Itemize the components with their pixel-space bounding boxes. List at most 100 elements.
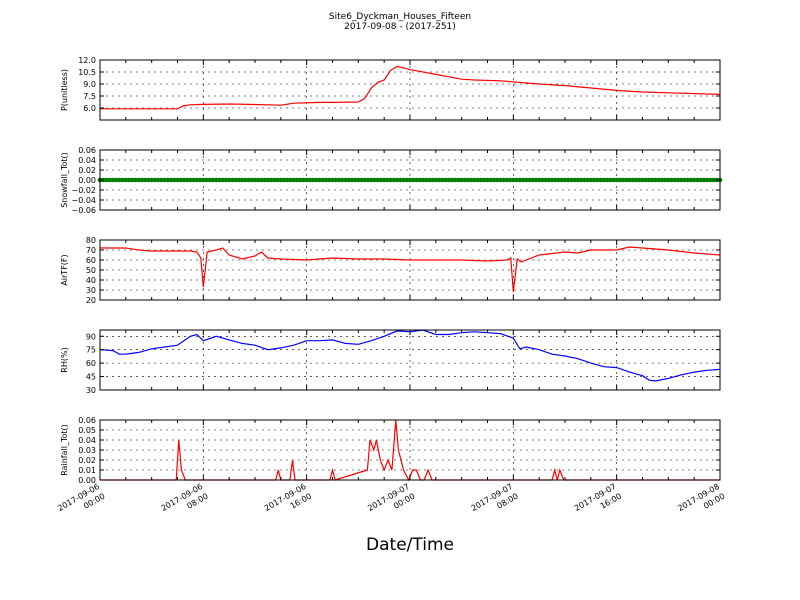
snowfall-point	[310, 177, 316, 183]
snowfall-point	[420, 177, 426, 183]
y-tick-label: 0.02	[78, 456, 96, 465]
snowfall-point	[633, 177, 639, 183]
snowfall-point	[368, 177, 374, 183]
y-tick-label: 60	[86, 359, 96, 368]
snowfall-point	[117, 177, 122, 183]
y-tick-label: 12.0	[78, 56, 96, 65]
snowfall-point	[614, 177, 619, 183]
snowfall-point	[201, 177, 206, 183]
y-tick-label: 20	[86, 296, 96, 305]
snowfall-point	[352, 177, 358, 183]
snowfall-point	[646, 177, 652, 183]
snowfall-point	[607, 177, 613, 183]
snowfall-point	[326, 177, 332, 183]
snowfall-point	[410, 177, 416, 183]
snowfall-point	[136, 177, 142, 183]
x-axis-label: Date/Time	[366, 535, 454, 555]
y-tick-label: 0.04	[78, 156, 96, 165]
snowfall-point	[178, 177, 184, 183]
snowfall-point	[288, 177, 293, 183]
y-tick-label: 80	[86, 236, 96, 245]
figure-subtitle: 2017-09-08 - (2017-251)	[344, 22, 456, 32]
snowfall-point	[249, 177, 255, 183]
y-tick-label: −0.06	[71, 206, 96, 215]
snowfall-point	[301, 177, 306, 183]
snowfall-point	[391, 177, 397, 183]
snowfall-point	[110, 177, 116, 183]
snowfall-point	[414, 177, 419, 183]
snowfall-point	[362, 177, 368, 183]
snowfall-point	[688, 177, 694, 183]
snowfall-point	[165, 177, 171, 183]
snowfall-point	[520, 177, 526, 183]
snowfall-point	[459, 177, 464, 183]
panel-1: 6.0 7.5 9.0 10.5 12.0 P(unitless)	[60, 56, 721, 121]
snowfall-point	[675, 177, 681, 183]
snowfall-point	[378, 177, 384, 183]
snowfall-point	[210, 177, 216, 183]
snowfall-point	[217, 177, 222, 183]
snowfall-point	[611, 177, 616, 183]
y-tick-label: −0.04	[71, 196, 96, 205]
snowfall-point	[281, 177, 287, 183]
snowfall-point	[171, 177, 177, 183]
snowfall-point	[540, 177, 545, 183]
snowfall-point	[427, 177, 432, 183]
panels: 6.0 7.5 9.0 10.5 12.0 P(unitless) −0.06−0.04−0…	[60, 56, 723, 485]
snowfall-point	[223, 177, 229, 183]
snowfall-point	[356, 177, 361, 183]
snowfall-point	[498, 177, 503, 183]
snowfall-point	[517, 177, 523, 183]
snowfall-point	[233, 177, 238, 183]
snowfall-point	[649, 177, 655, 183]
snowfall-point	[213, 177, 219, 183]
snowfall-point	[394, 177, 400, 183]
y-tick-label: 9.0	[83, 80, 96, 89]
snowfall-point	[336, 177, 342, 183]
snowfall-point	[275, 177, 280, 183]
snowfall-point	[297, 177, 303, 183]
snowfall-point	[407, 177, 413, 183]
snowfall-point	[585, 177, 590, 183]
snowfall-point	[698, 177, 703, 183]
y-tick-label: 50	[86, 266, 96, 275]
snowfall-point	[152, 177, 158, 183]
figure-title: Site6_Dyckman_Houses_Fifteen	[329, 12, 471, 22]
y-tick-label: 0.02	[78, 166, 96, 175]
y-tick-label: 60	[86, 256, 96, 265]
snowfall-point	[139, 177, 145, 183]
snowfall-point	[666, 177, 671, 183]
snowfall-point	[627, 177, 632, 183]
y-axis-label: AirTF(F)	[60, 254, 69, 285]
snowfall-point	[678, 177, 684, 183]
y-tick-label: 10.5	[78, 68, 96, 77]
snowfall-point	[262, 177, 267, 183]
snowfall-point	[691, 177, 697, 183]
snowfall-point	[304, 177, 309, 183]
y-tick-label: 0.04	[78, 436, 96, 445]
snowfall-point	[120, 177, 125, 183]
snowfall-point	[365, 177, 371, 183]
snowfall-point	[501, 177, 506, 183]
y-tick-label: 0.00	[78, 176, 96, 185]
snowfall-point	[462, 177, 468, 183]
y-axis-label: Rainfall_Tot()	[60, 424, 69, 476]
snowfall-point	[578, 177, 584, 183]
snowfall-point	[565, 177, 571, 183]
snowfall-point	[236, 177, 242, 183]
y-tick-label: −0.02	[71, 186, 96, 195]
snowfall-point	[113, 177, 119, 183]
snowfall-point	[662, 177, 668, 183]
snowfall-point	[617, 177, 623, 183]
panel-2: −0.06−0.04−0.020.000.020.040.06 Snowfall_…	[60, 146, 723, 215]
snowfall-point	[640, 177, 645, 183]
snowfall-point	[439, 177, 445, 183]
snowfall-point	[643, 177, 649, 183]
